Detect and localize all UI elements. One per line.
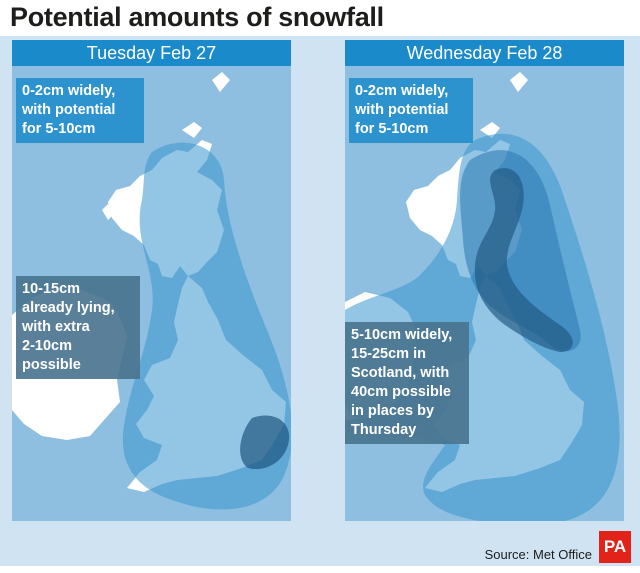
panel-header-tuesday: Tuesday Feb 27	[12, 40, 291, 66]
map-panel-wednesday: Wednesday Feb 28 0-2cm widely, with pote…	[345, 40, 624, 521]
source-credit: Source: Met Office	[484, 547, 592, 562]
title-bar: Potential amounts of snowfall	[0, 0, 640, 36]
snow-area-light	[122, 142, 291, 510]
land-islands	[480, 72, 528, 138]
bottom-strip	[0, 566, 640, 573]
pa-logo: PA	[599, 531, 631, 563]
snow-area-dark	[474, 168, 573, 352]
panel-header-wednesday: Wednesday Feb 28	[345, 40, 624, 66]
snow-area-dark-east	[240, 415, 290, 470]
callout-tuesday-north: 0-2cm widely, with potential for 5-10cm	[16, 78, 144, 143]
callout-text: 0-2cm widely, with potential for 5-10cm	[22, 83, 116, 137]
map-panel-tuesday: Tuesday Feb 27 0-2cm widely, with potent…	[12, 40, 291, 521]
land-islands	[102, 72, 230, 220]
callout-wednesday-south: 5-10cm widely, 15-25cm in Scotland, with…	[345, 322, 469, 444]
callout-text: 10-15cm already lying, with extra 2-10cm…	[22, 281, 115, 373]
callout-tuesday-ireland: 10-15cm already lying, with extra 2-10cm…	[16, 276, 140, 379]
callout-text: 0-2cm widely, with potential for 5-10cm	[355, 83, 449, 137]
callout-text: 5-10cm widely, 15-25cm in Scotland, with…	[351, 327, 453, 438]
page-title: Potential amounts of snowfall	[10, 2, 384, 32]
callout-wednesday-north: 0-2cm widely, with potential for 5-10cm	[349, 78, 473, 143]
